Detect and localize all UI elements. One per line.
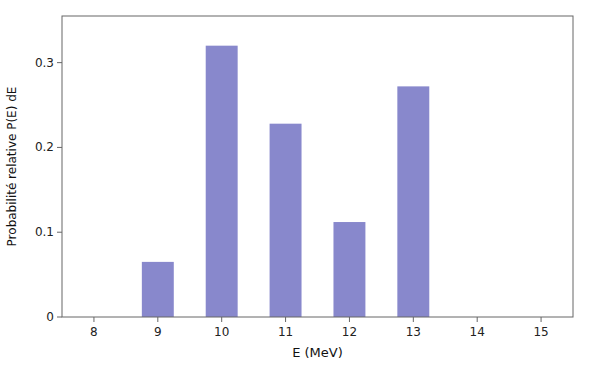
x-tick	[285, 317, 286, 322]
plot-frame	[62, 16, 573, 317]
y-axis: 0 0.1 0.2 0.3	[35, 56, 62, 324]
x-tick	[413, 317, 414, 322]
x-tick-label: 13	[406, 325, 421, 339]
y-tick	[57, 317, 62, 318]
x-tick-label: 11	[278, 325, 293, 339]
y-tick-label: 0.2	[35, 140, 54, 154]
y-tick	[57, 62, 62, 63]
x-tick-label: 15	[533, 325, 548, 339]
x-tick	[349, 317, 350, 322]
x-tick	[93, 317, 94, 322]
bar	[142, 262, 174, 317]
bar	[270, 124, 302, 317]
y-tick-label: 0.3	[35, 56, 54, 70]
x-tick	[477, 317, 478, 322]
x-axis-label: E (MeV)	[292, 345, 343, 360]
y-tick-label: 0.1	[35, 225, 54, 239]
x-tick-label: 8	[90, 325, 98, 339]
y-axis-label: Probabilité relative P(E) dE	[5, 87, 19, 247]
y-tick-label: 0	[46, 310, 54, 324]
bars	[142, 46, 429, 317]
x-tick-label: 9	[154, 325, 162, 339]
x-tick	[157, 317, 158, 322]
x-tick	[221, 317, 222, 322]
x-tick-label: 10	[214, 325, 229, 339]
chart: 8 9 10 11 12 13 14 15 0 0.1 0.2 0.3 E (MeV) Probabili…	[0, 0, 591, 367]
bar	[397, 86, 429, 317]
bar	[333, 222, 365, 317]
x-axis: 8 9 10 11 12 13 14 15	[90, 317, 549, 339]
y-tick	[57, 232, 62, 233]
y-tick	[57, 147, 62, 148]
bar	[206, 46, 238, 317]
x-tick-label: 14	[470, 325, 485, 339]
x-tick-label: 12	[342, 325, 357, 339]
x-tick	[541, 317, 542, 322]
